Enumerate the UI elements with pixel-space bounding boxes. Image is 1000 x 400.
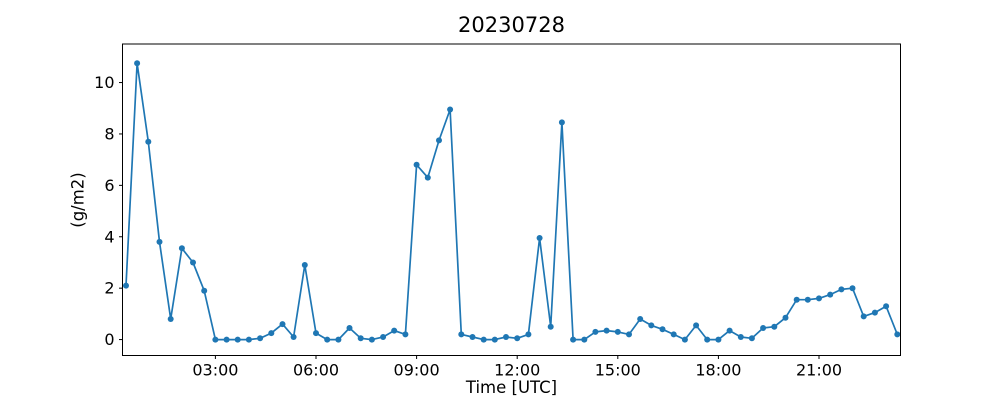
data-point-marker [313,330,319,337]
data-point-marker [894,331,901,338]
data-point-marker [558,119,565,126]
data-point-marker [547,323,554,330]
y-tick-label: 8 [104,124,114,143]
data-point-marker [648,322,655,329]
data-point-marker [424,174,431,181]
data-point-marker [603,327,610,334]
data-point-marker [290,334,297,340]
y-tick-label: 10 [94,73,114,92]
data-point-marker [827,291,834,298]
data-point-marker [514,335,521,342]
data-point-marker [592,328,599,335]
data-point-marker [737,334,744,340]
data-point-marker [167,316,174,322]
data-point-marker [715,336,722,343]
data-point-marker [156,238,163,245]
data-point-marker [637,316,644,322]
axes-frame [122,43,901,356]
data-point-marker [748,335,755,342]
x-tick-label: 12:00 [494,361,540,380]
data-point-marker [626,331,632,338]
data-point-marker [860,313,867,320]
data-point-marker [871,309,878,316]
x-tick-label: 21:00 [796,361,842,380]
data-point-marker [279,321,286,328]
data-point-marker [190,259,196,266]
data-point-marker [793,296,800,303]
y-tick-label: 2 [104,279,114,298]
data-point-marker [245,336,252,343]
data-point-marker [447,106,454,113]
data-point-marker [726,327,733,334]
chart-title: 20230728 [458,13,565,37]
data-point-marker [614,328,621,335]
data-point-marker [212,336,219,343]
x-tick-label: 06:00 [293,361,339,380]
data-point-marker [693,322,700,329]
data-point-marker [503,334,509,340]
data-point-marker [436,137,442,144]
data-point-marker [681,336,688,343]
data-point-marker [268,330,275,337]
x-axis-label: Time [UTC] [465,378,558,397]
data-point-marker [391,327,398,334]
data-point-marker [301,262,308,268]
data-point-marker [771,323,778,330]
x-tick-label: 09:00 [394,361,440,380]
data-point-marker [257,335,264,342]
data-point-marker [123,282,129,289]
y-tick-label: 0 [104,330,114,349]
data-point-marker [368,336,375,343]
data-point-marker [357,335,364,342]
data-point-marker [346,325,353,331]
data-point-marker [145,138,152,145]
data-point-marker [458,331,465,338]
x-tick-label: 18:00 [695,361,741,380]
data-point-marker [816,295,822,302]
data-point-marker [201,287,208,294]
data-point-marker [178,245,185,252]
y-tick-label: 4 [104,227,114,246]
data-point-marker [849,285,856,292]
data-point-marker [402,331,409,338]
data-point-marker [324,336,331,343]
data-point-marker [570,336,577,343]
data-point-marker [883,303,890,310]
data-line [125,62,899,341]
data-point-marker [804,296,811,303]
data-point-marker [480,336,487,343]
data-point-marker [469,334,476,340]
data-point-marker [234,336,241,343]
data-point-marker [838,286,845,293]
y-tick-label: 6 [104,176,114,195]
data-point-marker [380,334,387,340]
data-point-marker [704,336,711,343]
data-point-marker [782,314,789,321]
data-point-marker [134,60,141,67]
x-tick-label: 03:00 [192,361,238,380]
data-point-marker [760,325,767,331]
data-point-marker [536,235,543,241]
data-point-marker [659,326,666,333]
data-point-marker [581,336,588,343]
x-tick-label: 15:00 [595,361,641,380]
data-point-marker [223,336,230,343]
data-point-marker [491,336,498,343]
data-point-marker [670,331,677,338]
data-point-marker [335,336,342,343]
data-point-marker [525,331,532,338]
data-point-marker [413,161,420,168]
